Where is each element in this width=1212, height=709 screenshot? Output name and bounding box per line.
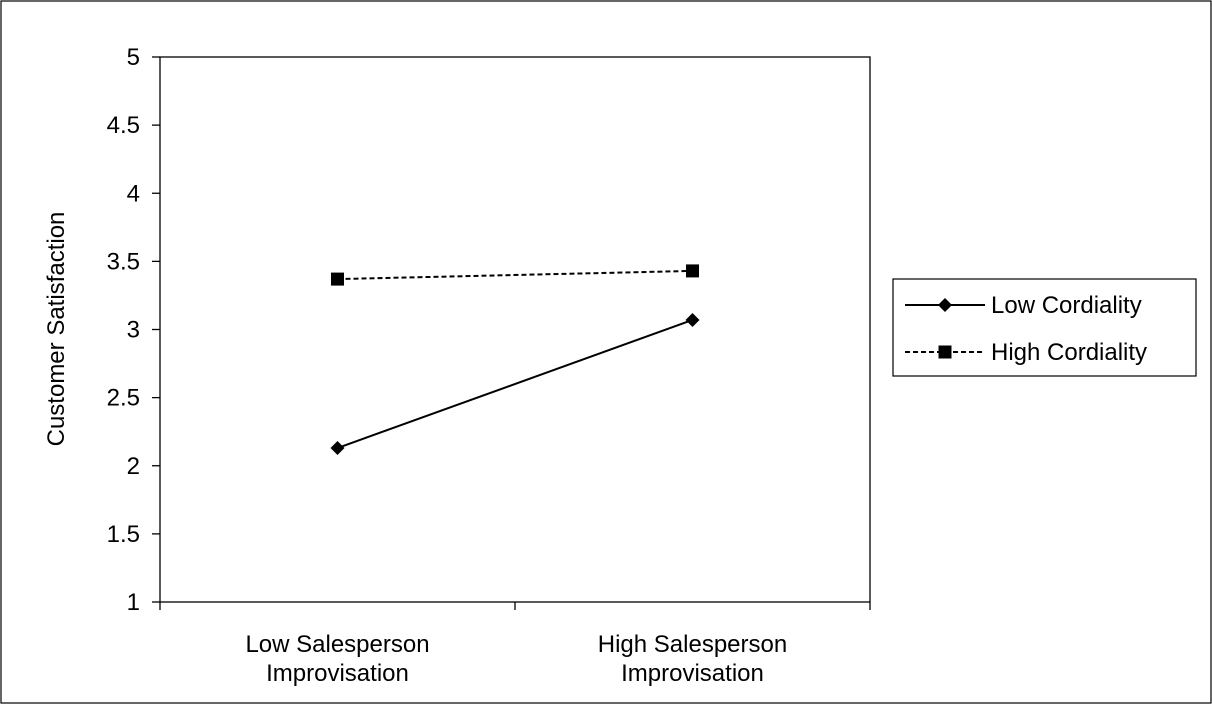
series-1 (331, 264, 699, 286)
data-point (685, 312, 700, 327)
x-tick-label-line: Low Salesperson (245, 631, 429, 658)
y-tick-label: 3.5 (107, 248, 140, 275)
legend: Low Cordiality High Cordiality (892, 278, 1197, 377)
y-tick-label: 3 (127, 317, 140, 344)
legend-label: High Cordiality (991, 339, 1147, 366)
legend-box (892, 278, 1197, 377)
x-tick-label-line: Improvisation (266, 660, 409, 687)
series-line (337, 269, 693, 281)
y-tick-label: 4.5 (107, 112, 140, 139)
x-tick-label-line: Improvisation (621, 660, 764, 687)
y-axis: 1 1.5 2 2.5 3 3.5 4 4.5 5 (107, 44, 160, 616)
data-point (331, 272, 344, 286)
y-tick-label: 2 (127, 453, 140, 480)
series-0 (330, 312, 700, 456)
x-tick-label: High Salesperson Improvisation (598, 631, 787, 687)
legend-marker (938, 298, 952, 312)
series-line (337, 319, 693, 449)
y-axis-label: Customer Satisfaction (43, 212, 70, 447)
y-tick-label: 5 (127, 44, 140, 71)
y-tick-label: 2.5 (107, 385, 140, 412)
data-point (686, 264, 699, 278)
y-tick-label: 1 (127, 589, 140, 616)
series-layer (330, 264, 700, 456)
x-tick-label: Low Salesperson Improvisation (245, 631, 429, 687)
y-tick-label: 1.5 (107, 521, 140, 548)
legend-item: Low Cordiality (905, 292, 1142, 319)
legend-item: High Cordiality (905, 339, 1147, 366)
legend-label: Low Cordiality (991, 292, 1142, 319)
legend-marker (938, 345, 952, 359)
data-point (330, 441, 345, 456)
x-tick-label-line: High Salesperson (598, 631, 787, 658)
y-tick-label: 4 (127, 180, 140, 207)
